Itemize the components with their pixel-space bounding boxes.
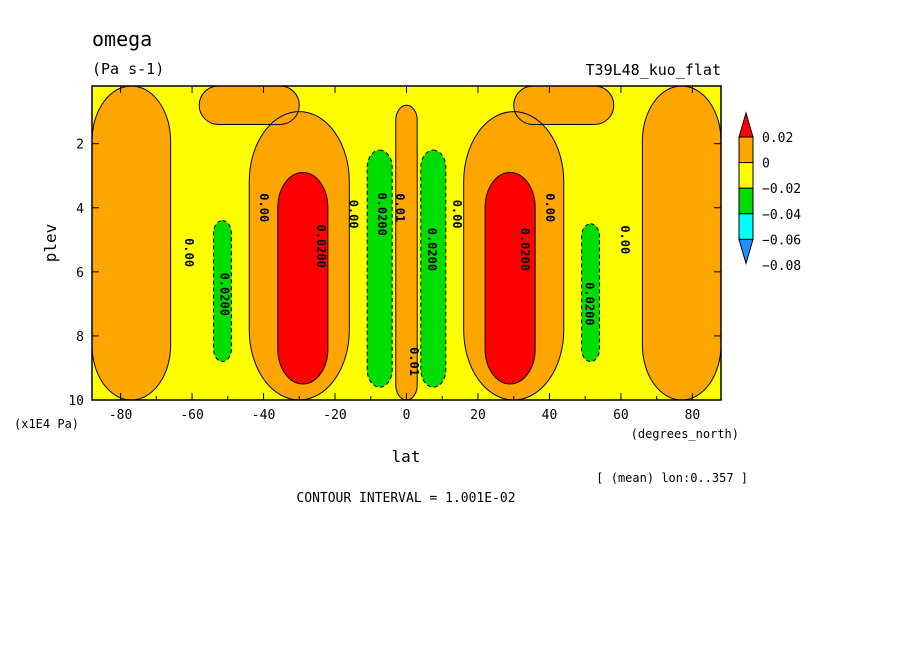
contour-region-orange-6	[395, 105, 418, 400]
colorbar-label: −0.08	[762, 259, 801, 274]
contour-line-1	[641, 86, 721, 400]
contour-region-green-9	[367, 150, 393, 388]
colorbar-label: −0.06	[762, 233, 801, 248]
contour-label: 0.00	[618, 225, 632, 254]
colorbar-swatch	[738, 213, 754, 240]
x-tick-label: -20	[323, 408, 346, 423]
y-axis-units: (x1E4 Pa)	[14, 417, 79, 431]
colorbar-label: −0.04	[762, 208, 801, 223]
x-tick-label: -40	[252, 408, 275, 423]
y-tick-label: 8	[76, 330, 84, 345]
contour-line-12	[581, 223, 600, 363]
contour-label: 0.01	[407, 347, 421, 376]
y-tick-label: 6	[76, 266, 84, 281]
contour-region-green-12	[581, 223, 600, 362]
experiment-label: T39L48_kuo_flat	[586, 61, 721, 79]
chart-title: omega	[92, 27, 152, 51]
contour-plot-area	[92, 86, 721, 400]
colorbar-swatch	[738, 136, 754, 164]
contour-label: 0.00	[182, 238, 196, 267]
colorbar: 0.02 0 −0.02 −0.04 −0.06 −0.08	[738, 111, 801, 274]
contour-region-red-7	[277, 172, 328, 384]
contour-label: 0.0200	[314, 225, 328, 268]
contour-region-red-8	[485, 172, 536, 384]
colorbar-label: 0.02	[762, 131, 793, 146]
contour-label: 0.0200	[582, 282, 596, 325]
contour-line-2	[198, 86, 300, 125]
y-tick-label: 2	[76, 138, 84, 153]
colorbar-label: 0	[762, 157, 770, 172]
contour-region-orange-0	[92, 86, 171, 400]
contour-line-10	[420, 149, 447, 388]
x-tick-label: 80	[685, 408, 701, 423]
contour-region-green-11	[213, 220, 232, 362]
x-axis-units: (degrees_north)	[631, 427, 739, 441]
contour-label: 0.00	[450, 200, 464, 229]
contour-region-green-10	[420, 150, 446, 388]
contour-label: 0.00	[346, 200, 360, 229]
contour-line-8	[484, 172, 536, 385]
chart-units: (Pa s-1)	[92, 60, 164, 78]
x-tick-label: 40	[542, 408, 558, 423]
y-tick-label: 4	[76, 202, 84, 217]
contour-region-orange-2	[199, 86, 300, 125]
contour-region-orange-3	[513, 86, 614, 125]
contour-label: 0.0200	[518, 228, 532, 271]
contour-line-7	[277, 172, 329, 385]
colorbar-swatch	[738, 187, 754, 215]
colorbar-label: −0.02	[762, 182, 801, 197]
contour-label: 0.0200	[218, 273, 232, 316]
x-tick-label: 0	[403, 408, 411, 423]
x-tick-label: -80	[109, 408, 132, 423]
contour-line-9	[366, 149, 393, 388]
y-axis-label: plev	[41, 224, 60, 263]
contour-label: 0.0200	[425, 228, 439, 271]
contour-line-6	[395, 104, 418, 400]
contour-label: 0.00	[543, 193, 557, 222]
colorbar-top-arrow	[738, 111, 754, 138]
y-tick-label: 10	[68, 394, 84, 409]
contour-line-3	[513, 86, 615, 125]
contour-label: 0.0200	[375, 192, 389, 235]
x-tick-label: -60	[180, 408, 203, 423]
colorbar-bottom-arrow	[738, 238, 754, 266]
contour-label: 0.00	[257, 193, 271, 222]
x-tick-label: 60	[613, 408, 629, 423]
contour-line-11	[213, 220, 232, 363]
x-tick-label: 20	[470, 408, 486, 423]
averaging-note: [ (mean) lon:0..357 ]	[596, 471, 748, 485]
x-axis-label: lat	[392, 447, 421, 466]
contour-interval: CONTOUR INTERVAL = 1.001E-02	[296, 491, 515, 506]
contour-line-0	[92, 86, 172, 400]
contour-region-orange-1	[642, 86, 721, 400]
colorbar-swatch	[738, 162, 754, 189]
contour-label: 0.01	[393, 193, 407, 222]
